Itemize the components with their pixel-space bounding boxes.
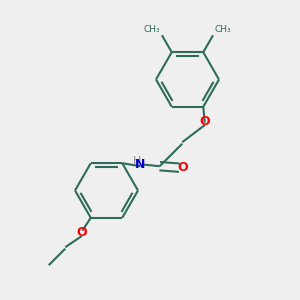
Text: N: N — [135, 158, 146, 171]
Text: O: O — [178, 161, 188, 174]
Text: O: O — [200, 115, 210, 128]
Text: O: O — [76, 226, 87, 239]
Text: CH₃: CH₃ — [214, 25, 231, 34]
Text: CH₃: CH₃ — [144, 25, 160, 34]
Text: H: H — [133, 156, 141, 166]
